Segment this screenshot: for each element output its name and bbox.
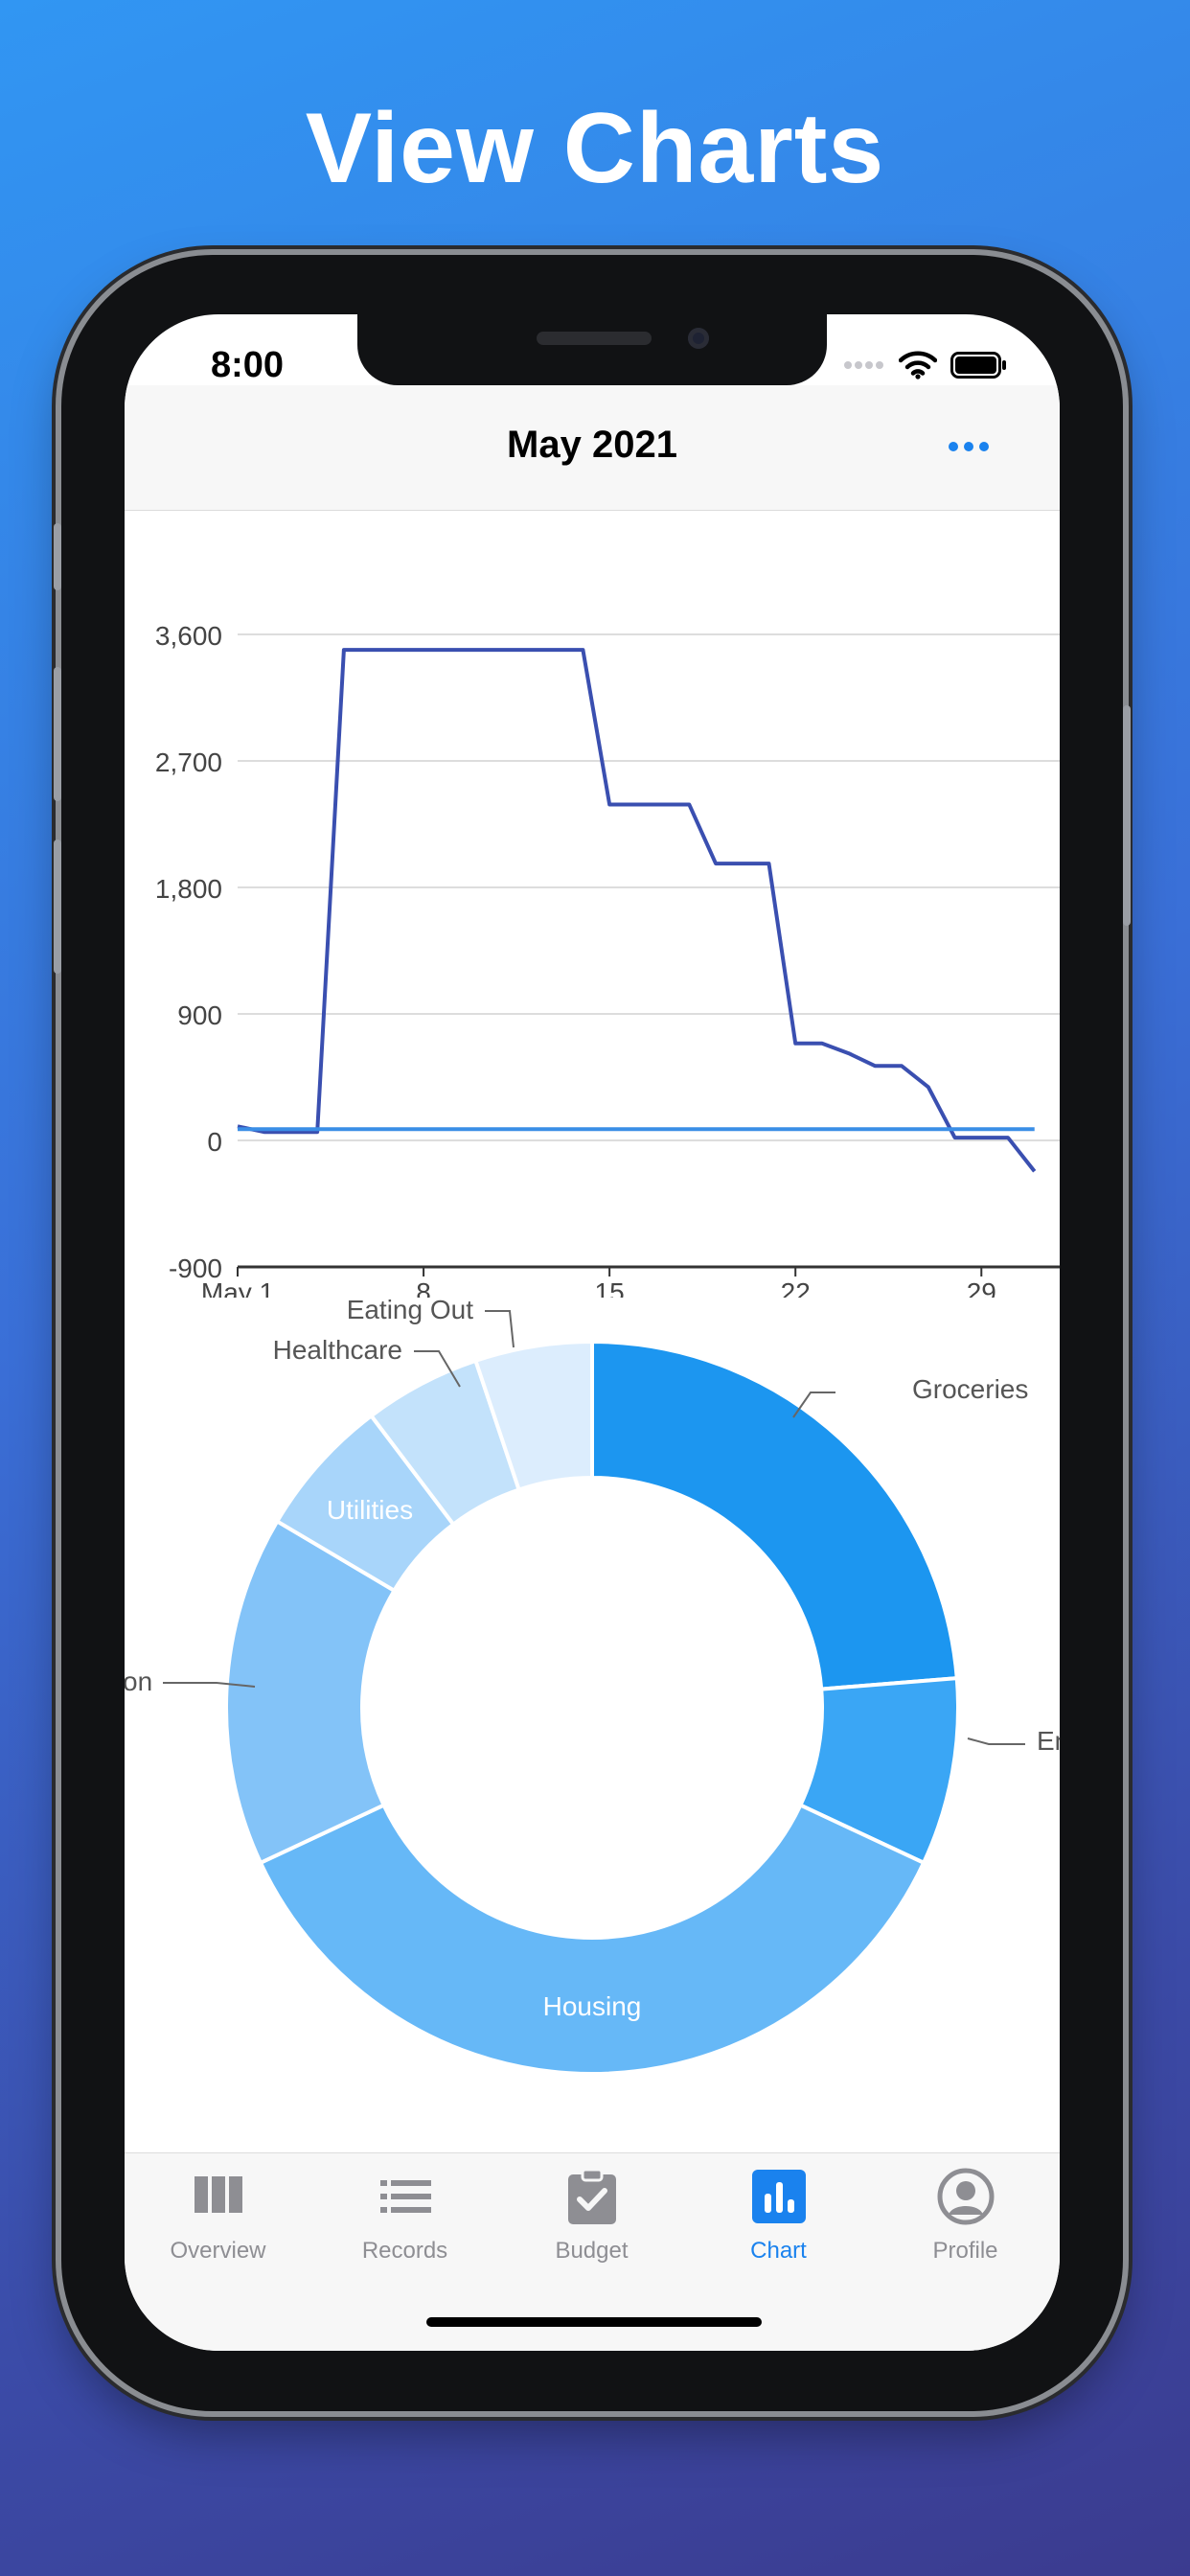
tab-chart[interactable]: Chart (685, 2167, 872, 2272)
nav-title: May 2021 (507, 424, 677, 466)
list-icon (379, 2180, 431, 2213)
y-tick-label: 3,600 (155, 621, 222, 651)
slice-label: Eating Out (347, 1298, 474, 1324)
y-tick-label: 2,700 (155, 748, 222, 777)
donut-chart: Groceries En Housing on Utilities Healthcare E… (125, 1298, 1060, 2076)
y-tick-label: 0 (207, 1127, 222, 1157)
slice-label: Groceries (912, 1374, 1028, 1404)
navigation-bar: May 2021 (125, 385, 1060, 511)
x-tick-label: May 1 (201, 1277, 274, 1298)
bar-chart-icon (751, 2170, 806, 2223)
home-indicator (426, 2317, 762, 2327)
status-time: 8:00 (211, 345, 285, 385)
leader-line (967, 1737, 1025, 1745)
power-button (1123, 705, 1131, 926)
chart-area: -900 0 900 1,800 2,700 3,600 May 1 8 15 22 29 Groc… (125, 512, 1060, 2150)
tab-profile[interactable]: Profile (872, 2167, 1059, 2272)
tab-overview[interactable]: Overview (125, 2167, 311, 2272)
tab-bar: Overview Records Budg (125, 2152, 1060, 2351)
y-tick-label: -900 (169, 1254, 222, 1283)
x-tick-label: 29 (967, 1277, 996, 1298)
slice-label: Utilities (327, 1495, 413, 1525)
leader-line (163, 1682, 256, 1688)
tab-budget[interactable]: Budget (498, 2167, 685, 2272)
x-tick-label: 15 (595, 1277, 625, 1298)
front-camera (688, 328, 709, 349)
leader-line (792, 1392, 835, 1418)
y-tick-label: 1,800 (155, 874, 222, 904)
slice-label: Housing (543, 1991, 642, 2021)
leader-line (414, 1350, 461, 1388)
headline: View Charts (305, 93, 885, 204)
slice-label: En (1037, 1726, 1060, 1756)
phone-frame: 8:00 May 2021 (54, 255, 1131, 2411)
slice-label: Healthcare (273, 1335, 402, 1365)
tab-label-overview: Overview (170, 2238, 266, 2264)
x-tick-label: 22 (781, 1277, 811, 1298)
volume-down-button (54, 840, 61, 974)
slice-groceries[interactable] (590, 1339, 959, 1691)
line-chart: -900 0 900 1,800 2,700 3,600 May 1 8 15 22 29 (155, 621, 1060, 1307)
silent-switch (54, 523, 61, 590)
volume-up-button (54, 667, 61, 801)
series-line-1 (237, 648, 1037, 1173)
earpiece-speaker (537, 332, 652, 345)
leader-line (485, 1310, 515, 1348)
tab-label-budget: Budget (555, 2238, 629, 2264)
y-tick-label: 900 (177, 1000, 222, 1030)
battery-icon (950, 352, 1006, 379)
slice-housing[interactable] (258, 1802, 927, 2076)
tab-label-profile: Profile (932, 2238, 998, 2264)
x-tick-label: 8 (416, 1277, 431, 1298)
clipboard-check-icon (567, 2168, 616, 2224)
screen: 8:00 May 2021 (125, 314, 1060, 2351)
tab-records[interactable]: Records (311, 2167, 498, 2272)
person-circle-icon (937, 2168, 994, 2225)
signal-icon (844, 361, 883, 369)
slice-eating-out[interactable] (472, 1339, 594, 1493)
slice-label: on (125, 1667, 152, 1696)
status-indicators (843, 351, 1008, 380)
tab-label-records: Records (361, 2238, 448, 2264)
columns-icon (194, 2176, 242, 2213)
tab-label-chart: Chart (750, 2238, 807, 2264)
wifi-icon (899, 351, 937, 380)
notch (357, 314, 827, 385)
ellipsis-icon[interactable] (947, 435, 991, 458)
